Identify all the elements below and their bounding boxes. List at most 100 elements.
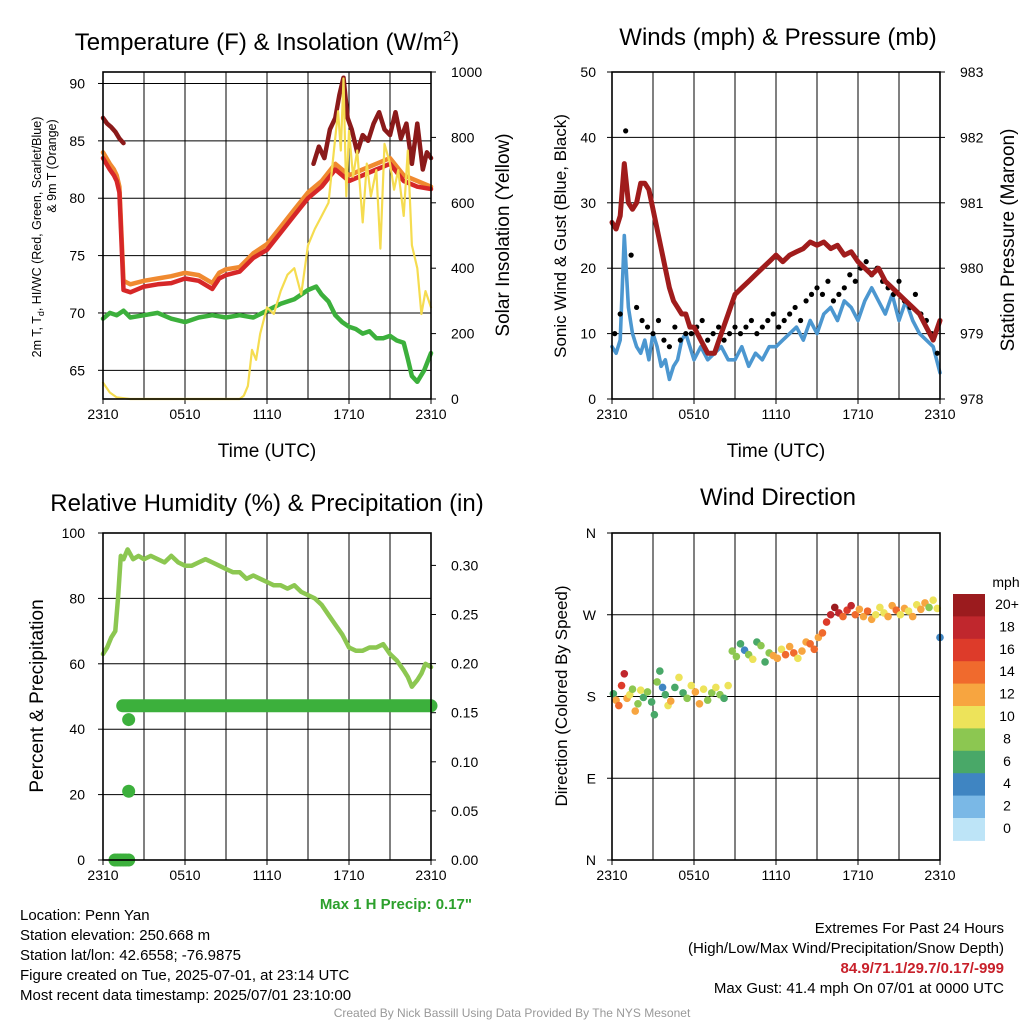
dir-ytick-label: E	[587, 770, 596, 786]
wind-xtick-label: 1110	[761, 406, 790, 422]
wind-series-line	[610, 233, 942, 382]
dir-point	[675, 673, 683, 682]
wind-gust-point	[754, 331, 760, 337]
dir-point	[679, 689, 687, 697]
wind-gust-point	[623, 128, 629, 134]
wind-y2tick-label: 983	[960, 64, 984, 80]
wind-frame	[611, 71, 941, 400]
dir-point	[884, 612, 892, 621]
rh-ylabel: Percent & Precipitation	[27, 599, 48, 792]
dir-ytick-label: W	[583, 607, 597, 623]
dir-ytick-label: S	[587, 689, 596, 705]
dir-point	[917, 605, 925, 614]
dir-point	[671, 683, 679, 692]
rh-y2tick-label: 0.00	[451, 852, 478, 868]
colorbar-label: 2	[1003, 798, 1011, 814]
temp-ylabel: 2m T, Td, HI/WC (Red, Green, Scarlet/Blu…	[30, 117, 46, 358]
dir-point	[757, 641, 765, 650]
rh-y2tick-label: 0.10	[451, 754, 478, 770]
colorbar-label: 12	[999, 686, 1015, 702]
dir-point	[839, 612, 847, 621]
colorbar-swatch	[953, 594, 985, 617]
colorbar-swatch	[953, 750, 985, 774]
extremes-title: Extremes For Past 24 Hours	[814, 920, 1004, 937]
wind-xtick-label: 2310	[924, 406, 955, 422]
dir-point	[650, 710, 659, 719]
dir-xtick-label: 2310	[924, 867, 955, 883]
wind-gust-point	[677, 337, 683, 343]
wind-gust-point	[852, 278, 858, 284]
colorbar-label: 0	[1003, 820, 1011, 836]
dir-point	[712, 683, 720, 692]
dir-point	[929, 596, 937, 605]
dir-xtick-label: 1710	[842, 867, 873, 883]
dir-point	[658, 683, 667, 692]
credit-line: Created By Nick Bassill Using Data Provi…	[333, 1006, 691, 1020]
rh-series-line	[100, 547, 434, 689]
dir-frame	[611, 532, 941, 861]
dir-point	[661, 690, 670, 699]
dir-point	[620, 669, 629, 678]
colorbar-swatch	[953, 638, 985, 662]
dir-ylabel: Direction (Colored By Speed)	[552, 585, 571, 806]
dir-point	[855, 605, 864, 614]
rh-y2tick-label: 0.05	[451, 803, 478, 819]
dir-point	[631, 707, 640, 715]
wind-ytick-label: 10	[580, 326, 596, 342]
dir-xtick-label: 1110	[761, 867, 790, 883]
wind-gust-point	[896, 278, 902, 284]
wind-gust-point	[863, 259, 869, 265]
temp-y2tick-label: 800	[451, 129, 475, 145]
wind-gust-point	[803, 298, 809, 304]
wind-gust-point	[612, 331, 618, 337]
dir-point	[851, 610, 860, 619]
dir-point	[748, 655, 757, 664]
colorbar-label: 20+	[995, 596, 1019, 612]
rh-y2tick-label: 0.25	[451, 607, 478, 623]
temp-y2tick-label: 200	[451, 326, 475, 342]
wind-xtick-label: 2310	[596, 406, 627, 422]
wind-gust-point	[808, 291, 815, 297]
dir-point	[687, 681, 696, 690]
wind-gust-point	[721, 337, 727, 343]
dir-xtick-label: 0510	[678, 867, 709, 883]
wind-gust-point	[688, 331, 694, 337]
station-info: Location: Penn Yan Station elevation: 25…	[20, 906, 351, 1006]
wind-y2tick-label: 981	[960, 195, 984, 211]
dir-point	[876, 603, 884, 612]
temp-xlabel: Time (UTC)	[218, 441, 317, 462]
rh-ytick-label: 80	[69, 590, 85, 606]
dir-point	[826, 610, 835, 619]
wind-gust-point	[661, 337, 667, 343]
rh-y2tick-label: 0.30	[451, 557, 478, 573]
colorbar-swatch	[953, 795, 985, 819]
rh-xtick-label: 2310	[415, 867, 446, 883]
created-line: Figure created on Tue, 2025-07-01, at 23…	[20, 967, 350, 984]
temp-xtick-label: 0510	[169, 406, 200, 422]
wind-gust-point	[819, 291, 826, 297]
wind-xlabel: Time (UTC)	[727, 441, 826, 462]
wind-gust-point	[781, 317, 787, 324]
dir-point	[703, 696, 712, 704]
wind-gust-point	[836, 291, 842, 297]
temp-y2tick-label: 1000	[451, 64, 482, 80]
rh-ytick-label: 20	[69, 787, 85, 803]
dir-point	[634, 699, 642, 708]
wind-gust-point	[934, 350, 940, 356]
rh-xtick-label: 2310	[87, 867, 118, 883]
dir-point	[653, 678, 661, 686]
dir-point	[798, 647, 806, 655]
temp-xtick-label: 2310	[87, 406, 118, 422]
rh-ytick-label: 0	[77, 852, 85, 868]
dir-point	[628, 685, 637, 694]
wind-gust-point	[710, 331, 716, 337]
temp-series-line	[100, 284, 434, 385]
wind-gust-point	[765, 317, 771, 324]
colorbar-label: 18	[999, 618, 1015, 634]
wind-gust-point	[666, 344, 673, 350]
wind-ytick-label: 30	[580, 195, 596, 211]
colorbar-label: 16	[999, 641, 1015, 657]
dir-point	[736, 640, 745, 648]
